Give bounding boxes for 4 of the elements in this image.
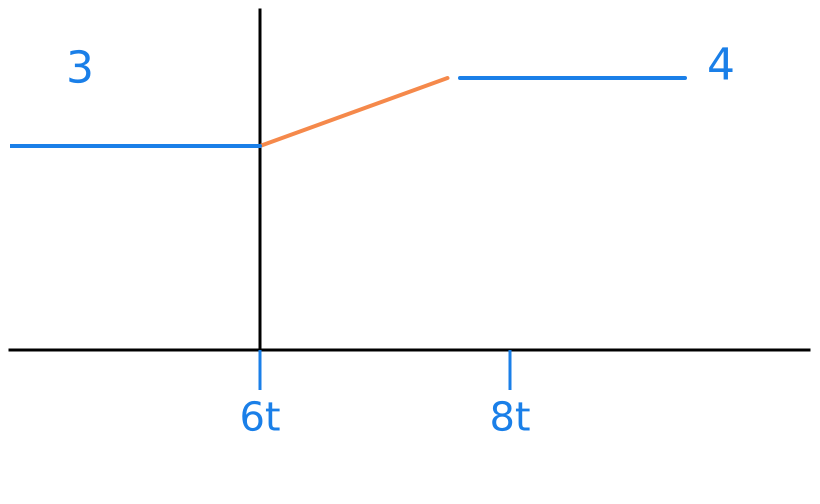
data-label: 4 xyxy=(707,39,735,90)
x-tick-label: 6t xyxy=(239,394,281,440)
data-label: 3 xyxy=(66,42,94,94)
x-tick-label: 8t xyxy=(489,394,531,440)
